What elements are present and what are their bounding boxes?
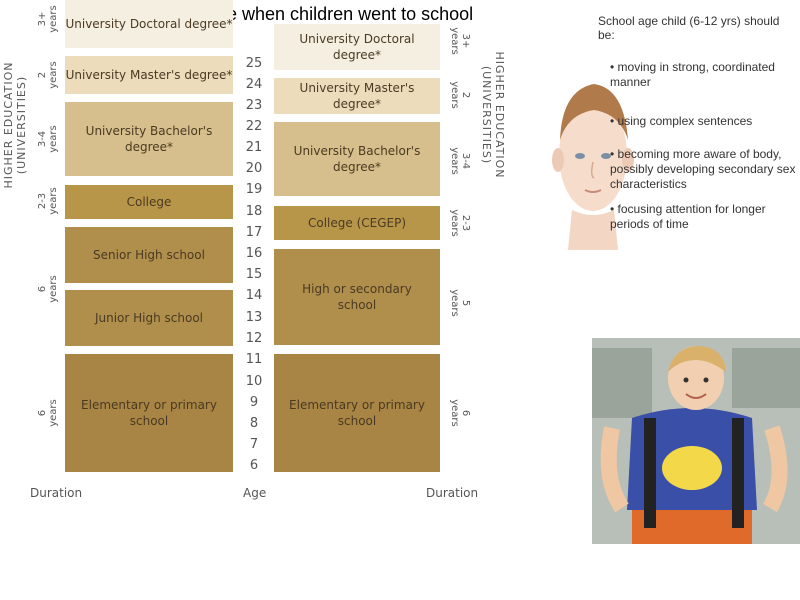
age-21: 21 [245, 140, 263, 155]
right-block-bachelors: University Bachelor's degree* [274, 122, 440, 196]
boy-photo-icon [592, 338, 800, 544]
age-22: 22 [245, 119, 263, 134]
age-7: 7 [249, 437, 259, 452]
left-block-masters: University Master's degree* [65, 56, 233, 94]
left-block-bachelors: University Bachelor's degree* [65, 102, 233, 176]
left-duration-masters: 2 years [37, 61, 59, 89]
right-duration-elementary: 6 years [449, 399, 471, 427]
boy-with-backpack-photo [592, 338, 800, 544]
child-face-icon [552, 84, 634, 250]
age-13: 13 [245, 310, 263, 325]
info-item: • becoming more aware of body, possibly … [610, 147, 796, 191]
left-block-elementary: Elementary or primary school [65, 354, 233, 472]
footer-age: Age [243, 486, 267, 500]
left-higher-education-label: HIGHER EDUCATION (UNIVERSITIES) [2, 61, 28, 189]
info-heading: School age child (6-12 yrs) should be: [598, 14, 780, 42]
age-11: 11 [245, 352, 263, 367]
right-duration-high: 5 years [449, 289, 471, 317]
age-15: 15 [245, 267, 263, 282]
right-duration-college: 2-3 years [449, 209, 471, 237]
age-12: 12 [245, 331, 263, 346]
right-block-masters: University Master's degree* [274, 78, 440, 114]
info-item: • moving in strong, coordinated manner [610, 60, 775, 89]
right-duration-doctoral: 3+ years [449, 27, 471, 55]
child-face-illustration [552, 70, 634, 250]
age-10: 10 [245, 374, 263, 389]
left-duration-college: 2-3 years [37, 187, 59, 215]
age-8: 8 [249, 416, 259, 431]
info-item: • focusing attention for longer periods … [610, 202, 766, 231]
age-17: 17 [245, 225, 263, 240]
age-23: 23 [245, 98, 263, 113]
age-14: 14 [245, 288, 263, 303]
age-24: 24 [245, 77, 263, 92]
age-16: 16 [245, 246, 263, 261]
age-9: 9 [249, 395, 259, 410]
right-block-college: College (CEGEP) [274, 206, 440, 240]
left-duration-bachelors: 3-4 years [37, 125, 59, 153]
right-block-doctoral: University Doctoral degree* [274, 24, 440, 70]
right-duration-masters: 2 years [449, 81, 471, 109]
info-panel: School age child (6-12 yrs) should be: •… [598, 14, 798, 242]
left-block-doctoral: University Doctoral degree* [65, 0, 233, 48]
left-duration-elementary: 6 years [37, 399, 59, 427]
right-block-high: High or secondary school [274, 249, 440, 345]
age-19: 19 [245, 182, 263, 197]
info-item: • using complex sentences [610, 114, 753, 128]
age-6: 6 [249, 458, 259, 473]
left-block-college: College [65, 185, 233, 219]
page-title: Age when children went to school [205, 4, 474, 24]
right-block-elementary: Elementary or primary school [274, 354, 440, 472]
left-block-junior-high: Junior High school [65, 290, 233, 346]
right-higher-education-label: HIGHER EDUCATION (UNIVERSITIES) [480, 51, 506, 179]
age-25: 25 [245, 56, 263, 71]
age-20: 20 [245, 161, 263, 176]
left-duration-doctoral: 3+ years [37, 5, 59, 33]
footer-duration-right: Duration [426, 486, 479, 500]
footer-duration-left: Duration [30, 486, 83, 500]
left-duration-high: 6 years [37, 275, 59, 303]
left-block-senior-high: Senior High school [65, 227, 233, 283]
age-18: 18 [245, 204, 263, 219]
right-duration-bachelors: 3-4 years [449, 147, 471, 175]
